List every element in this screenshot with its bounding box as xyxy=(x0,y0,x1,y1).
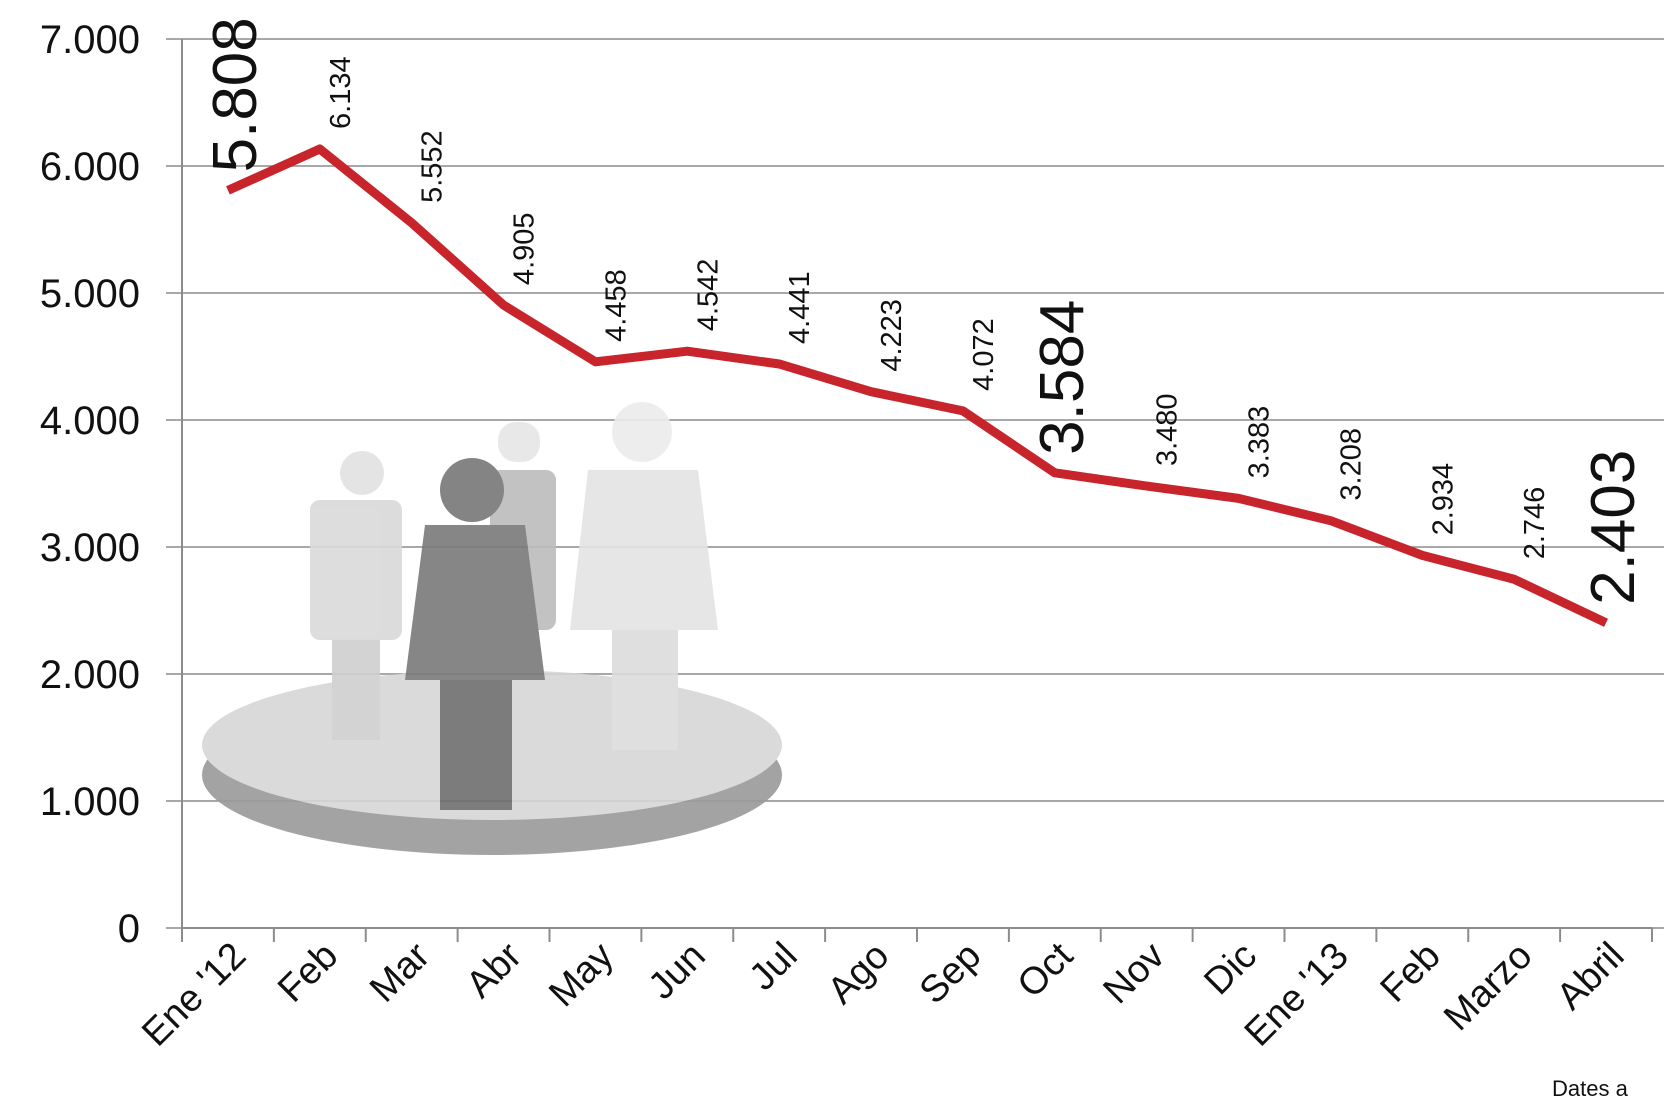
value-label: 2.746 xyxy=(1519,487,1551,560)
value-label: 2.934 xyxy=(1427,463,1459,536)
x-tick-label: Mar xyxy=(362,934,438,1010)
value-label: 4.223 xyxy=(876,299,908,372)
value-label-highlight: 2.403 xyxy=(1579,450,1648,605)
x-tick-label: Ene '13 xyxy=(1237,935,1357,1055)
x-tick-label: Oct xyxy=(1010,934,1082,1006)
x-tick-label: Ago xyxy=(820,935,898,1013)
y-tick-label: 0 xyxy=(118,907,140,951)
y-tick-label: 2.000 xyxy=(40,653,140,697)
x-tick-label: Ene '12 xyxy=(134,935,254,1055)
x-tick-label: Marzo xyxy=(1436,935,1540,1039)
data-line xyxy=(226,144,1608,627)
source-note: Dates a xyxy=(1552,1076,1629,1099)
y-tick-label: 6.000 xyxy=(40,145,140,189)
value-label-highlight: 3.584 xyxy=(1028,300,1097,455)
y-tick-label: 5.000 xyxy=(40,272,140,316)
x-tick-label: May xyxy=(541,935,621,1015)
y-tick-label: 4.000 xyxy=(40,399,140,443)
value-label: 4.905 xyxy=(509,212,541,285)
value-label: 4.441 xyxy=(784,271,816,344)
people-illustration xyxy=(202,402,782,855)
value-label: 4.542 xyxy=(692,259,724,332)
y-tick-label: 7.000 xyxy=(40,18,140,62)
value-label: 4.072 xyxy=(968,318,1000,391)
x-tick-label: Feb xyxy=(1373,935,1449,1011)
y-tick-label: 1.000 xyxy=(40,780,140,824)
x-tick-label: Nov xyxy=(1096,935,1173,1012)
value-label: 6.134 xyxy=(325,56,357,129)
value-label: 5.552 xyxy=(417,130,449,203)
x-tick-label: Abril xyxy=(1549,935,1632,1018)
value-label: 4.458 xyxy=(600,269,632,342)
value-label-highlight: 5.808 xyxy=(201,17,270,172)
x-tick-label: Jun xyxy=(641,935,714,1008)
y-tick-label: 3.000 xyxy=(40,526,140,570)
x-tick-label: Abr xyxy=(458,934,530,1006)
value-label: 3.208 xyxy=(1335,428,1367,501)
x-tick-label: Jul xyxy=(742,935,806,999)
value-label: 3.480 xyxy=(1152,393,1184,466)
value-label: 3.383 xyxy=(1244,406,1276,479)
x-tick-label: Sep xyxy=(912,935,990,1013)
x-tick-label: Dic xyxy=(1196,935,1265,1004)
x-tick-label: Feb xyxy=(270,935,346,1011)
